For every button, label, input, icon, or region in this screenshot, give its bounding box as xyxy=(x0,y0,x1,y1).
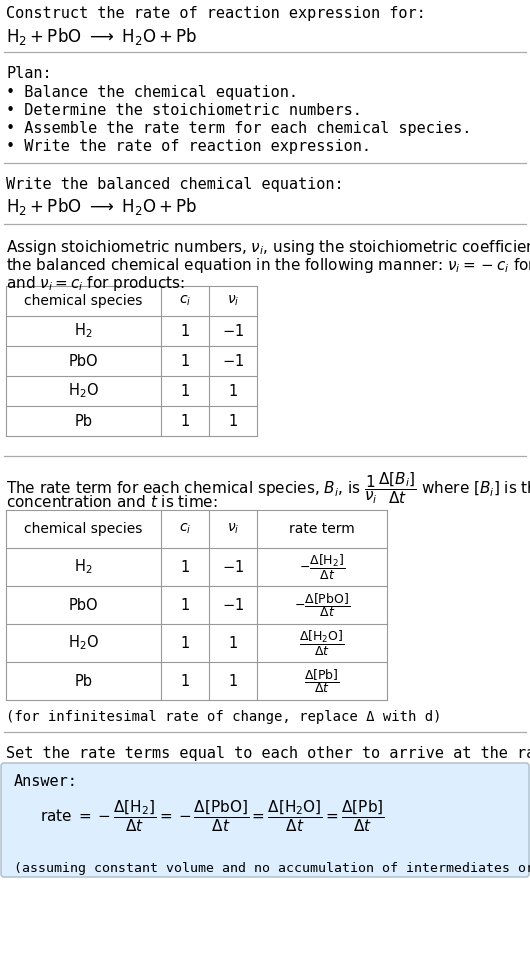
Text: $\nu_i$: $\nu_i$ xyxy=(227,522,239,536)
Text: • Assemble the rate term for each chemical species.: • Assemble the rate term for each chemic… xyxy=(6,121,471,136)
Text: Plan:: Plan: xyxy=(6,66,51,81)
Text: • Write the rate of reaction expression.: • Write the rate of reaction expression. xyxy=(6,139,371,154)
Text: $\mathrm{H_2O}$: $\mathrm{H_2O}$ xyxy=(68,633,99,652)
Text: $c_i$: $c_i$ xyxy=(179,522,191,536)
Text: $c_i$: $c_i$ xyxy=(179,294,191,308)
Text: rate term: rate term xyxy=(289,522,355,536)
FancyBboxPatch shape xyxy=(1,763,529,877)
Text: Construct the rate of reaction expression for:: Construct the rate of reaction expressio… xyxy=(6,6,426,21)
Text: Write the balanced chemical equation:: Write the balanced chemical equation: xyxy=(6,177,343,192)
Text: 1: 1 xyxy=(180,597,190,613)
Text: $\dfrac{\Delta[\mathrm{Pb}]}{\Delta t}$: $\dfrac{\Delta[\mathrm{Pb}]}{\Delta t}$ xyxy=(304,667,340,695)
Text: The rate term for each chemical species, $B_i$, is $\dfrac{1}{\nu_i}\dfrac{\Delt: The rate term for each chemical species,… xyxy=(6,470,530,506)
Text: 1: 1 xyxy=(180,323,190,339)
Text: $\mathrm{H_2 + PbO\ \longrightarrow\ H_2O + Pb}$: $\mathrm{H_2 + PbO\ \longrightarrow\ H_2… xyxy=(6,26,198,47)
Text: $-\dfrac{\Delta[\mathrm{H_2}]}{\Delta t}$: $-\dfrac{\Delta[\mathrm{H_2}]}{\Delta t}… xyxy=(299,552,345,582)
Text: $-1$: $-1$ xyxy=(222,597,244,613)
Text: Answer:: Answer: xyxy=(14,774,78,789)
Text: • Determine the stoichiometric numbers.: • Determine the stoichiometric numbers. xyxy=(6,103,362,118)
Text: $1$: $1$ xyxy=(228,635,238,651)
Text: $\nu_i$: $\nu_i$ xyxy=(227,294,239,308)
Text: chemical species: chemical species xyxy=(24,522,143,536)
Text: $\mathrm{H_2}$: $\mathrm{H_2}$ xyxy=(74,557,93,577)
Text: $1$: $1$ xyxy=(228,383,238,399)
Text: (assuming constant volume and no accumulation of intermediates or side products): (assuming constant volume and no accumul… xyxy=(14,862,530,875)
Text: $-\dfrac{\Delta[\mathrm{PbO}]}{\Delta t}$: $-\dfrac{\Delta[\mathrm{PbO}]}{\Delta t}… xyxy=(294,591,350,619)
Text: 1: 1 xyxy=(180,559,190,575)
Text: (for infinitesimal rate of change, replace Δ with d): (for infinitesimal rate of change, repla… xyxy=(6,710,441,724)
Text: 1: 1 xyxy=(180,384,190,398)
Text: $\mathrm{H_2O}$: $\mathrm{H_2O}$ xyxy=(68,382,99,400)
Text: $1$: $1$ xyxy=(228,673,238,689)
Text: $-1$: $-1$ xyxy=(222,559,244,575)
Text: the balanced chemical equation in the following manner: $\nu_i = -c_i$ for react: the balanced chemical equation in the fo… xyxy=(6,256,530,275)
Text: Pb: Pb xyxy=(75,414,93,428)
Text: and $\nu_i = c_i$ for products:: and $\nu_i = c_i$ for products: xyxy=(6,274,185,293)
Text: concentration and $t$ is time:: concentration and $t$ is time: xyxy=(6,494,218,510)
Text: chemical species: chemical species xyxy=(24,294,143,308)
Text: $\mathrm{H_2}$: $\mathrm{H_2}$ xyxy=(74,322,93,341)
Text: PbO: PbO xyxy=(69,597,98,613)
Text: $\mathrm{H_2 + PbO\ \longrightarrow\ H_2O + Pb}$: $\mathrm{H_2 + PbO\ \longrightarrow\ H_2… xyxy=(6,196,198,217)
Text: 1: 1 xyxy=(180,673,190,688)
Text: 1: 1 xyxy=(180,353,190,369)
Text: $-1$: $-1$ xyxy=(222,353,244,369)
Text: Pb: Pb xyxy=(75,673,93,688)
Text: $\dfrac{\Delta[\mathrm{H_2O}]}{\Delta t}$: $\dfrac{\Delta[\mathrm{H_2O}]}{\Delta t}… xyxy=(299,629,345,658)
Text: Set the rate terms equal to each other to arrive at the rate expression:: Set the rate terms equal to each other t… xyxy=(6,746,530,761)
Text: • Balance the chemical equation.: • Balance the chemical equation. xyxy=(6,85,298,100)
Text: $1$: $1$ xyxy=(228,413,238,429)
Text: $-1$: $-1$ xyxy=(222,323,244,339)
Text: PbO: PbO xyxy=(69,353,98,369)
Text: 1: 1 xyxy=(180,635,190,650)
Text: 1: 1 xyxy=(180,414,190,428)
Text: rate $= -\dfrac{\Delta[\mathrm{H_2}]}{\Delta t}= -\dfrac{\Delta[\mathrm{PbO}]}{\: rate $= -\dfrac{\Delta[\mathrm{H_2}]}{\D… xyxy=(40,798,385,834)
Text: Assign stoichiometric numbers, $\nu_i$, using the stoichiometric coefficients, $: Assign stoichiometric numbers, $\nu_i$, … xyxy=(6,238,530,257)
